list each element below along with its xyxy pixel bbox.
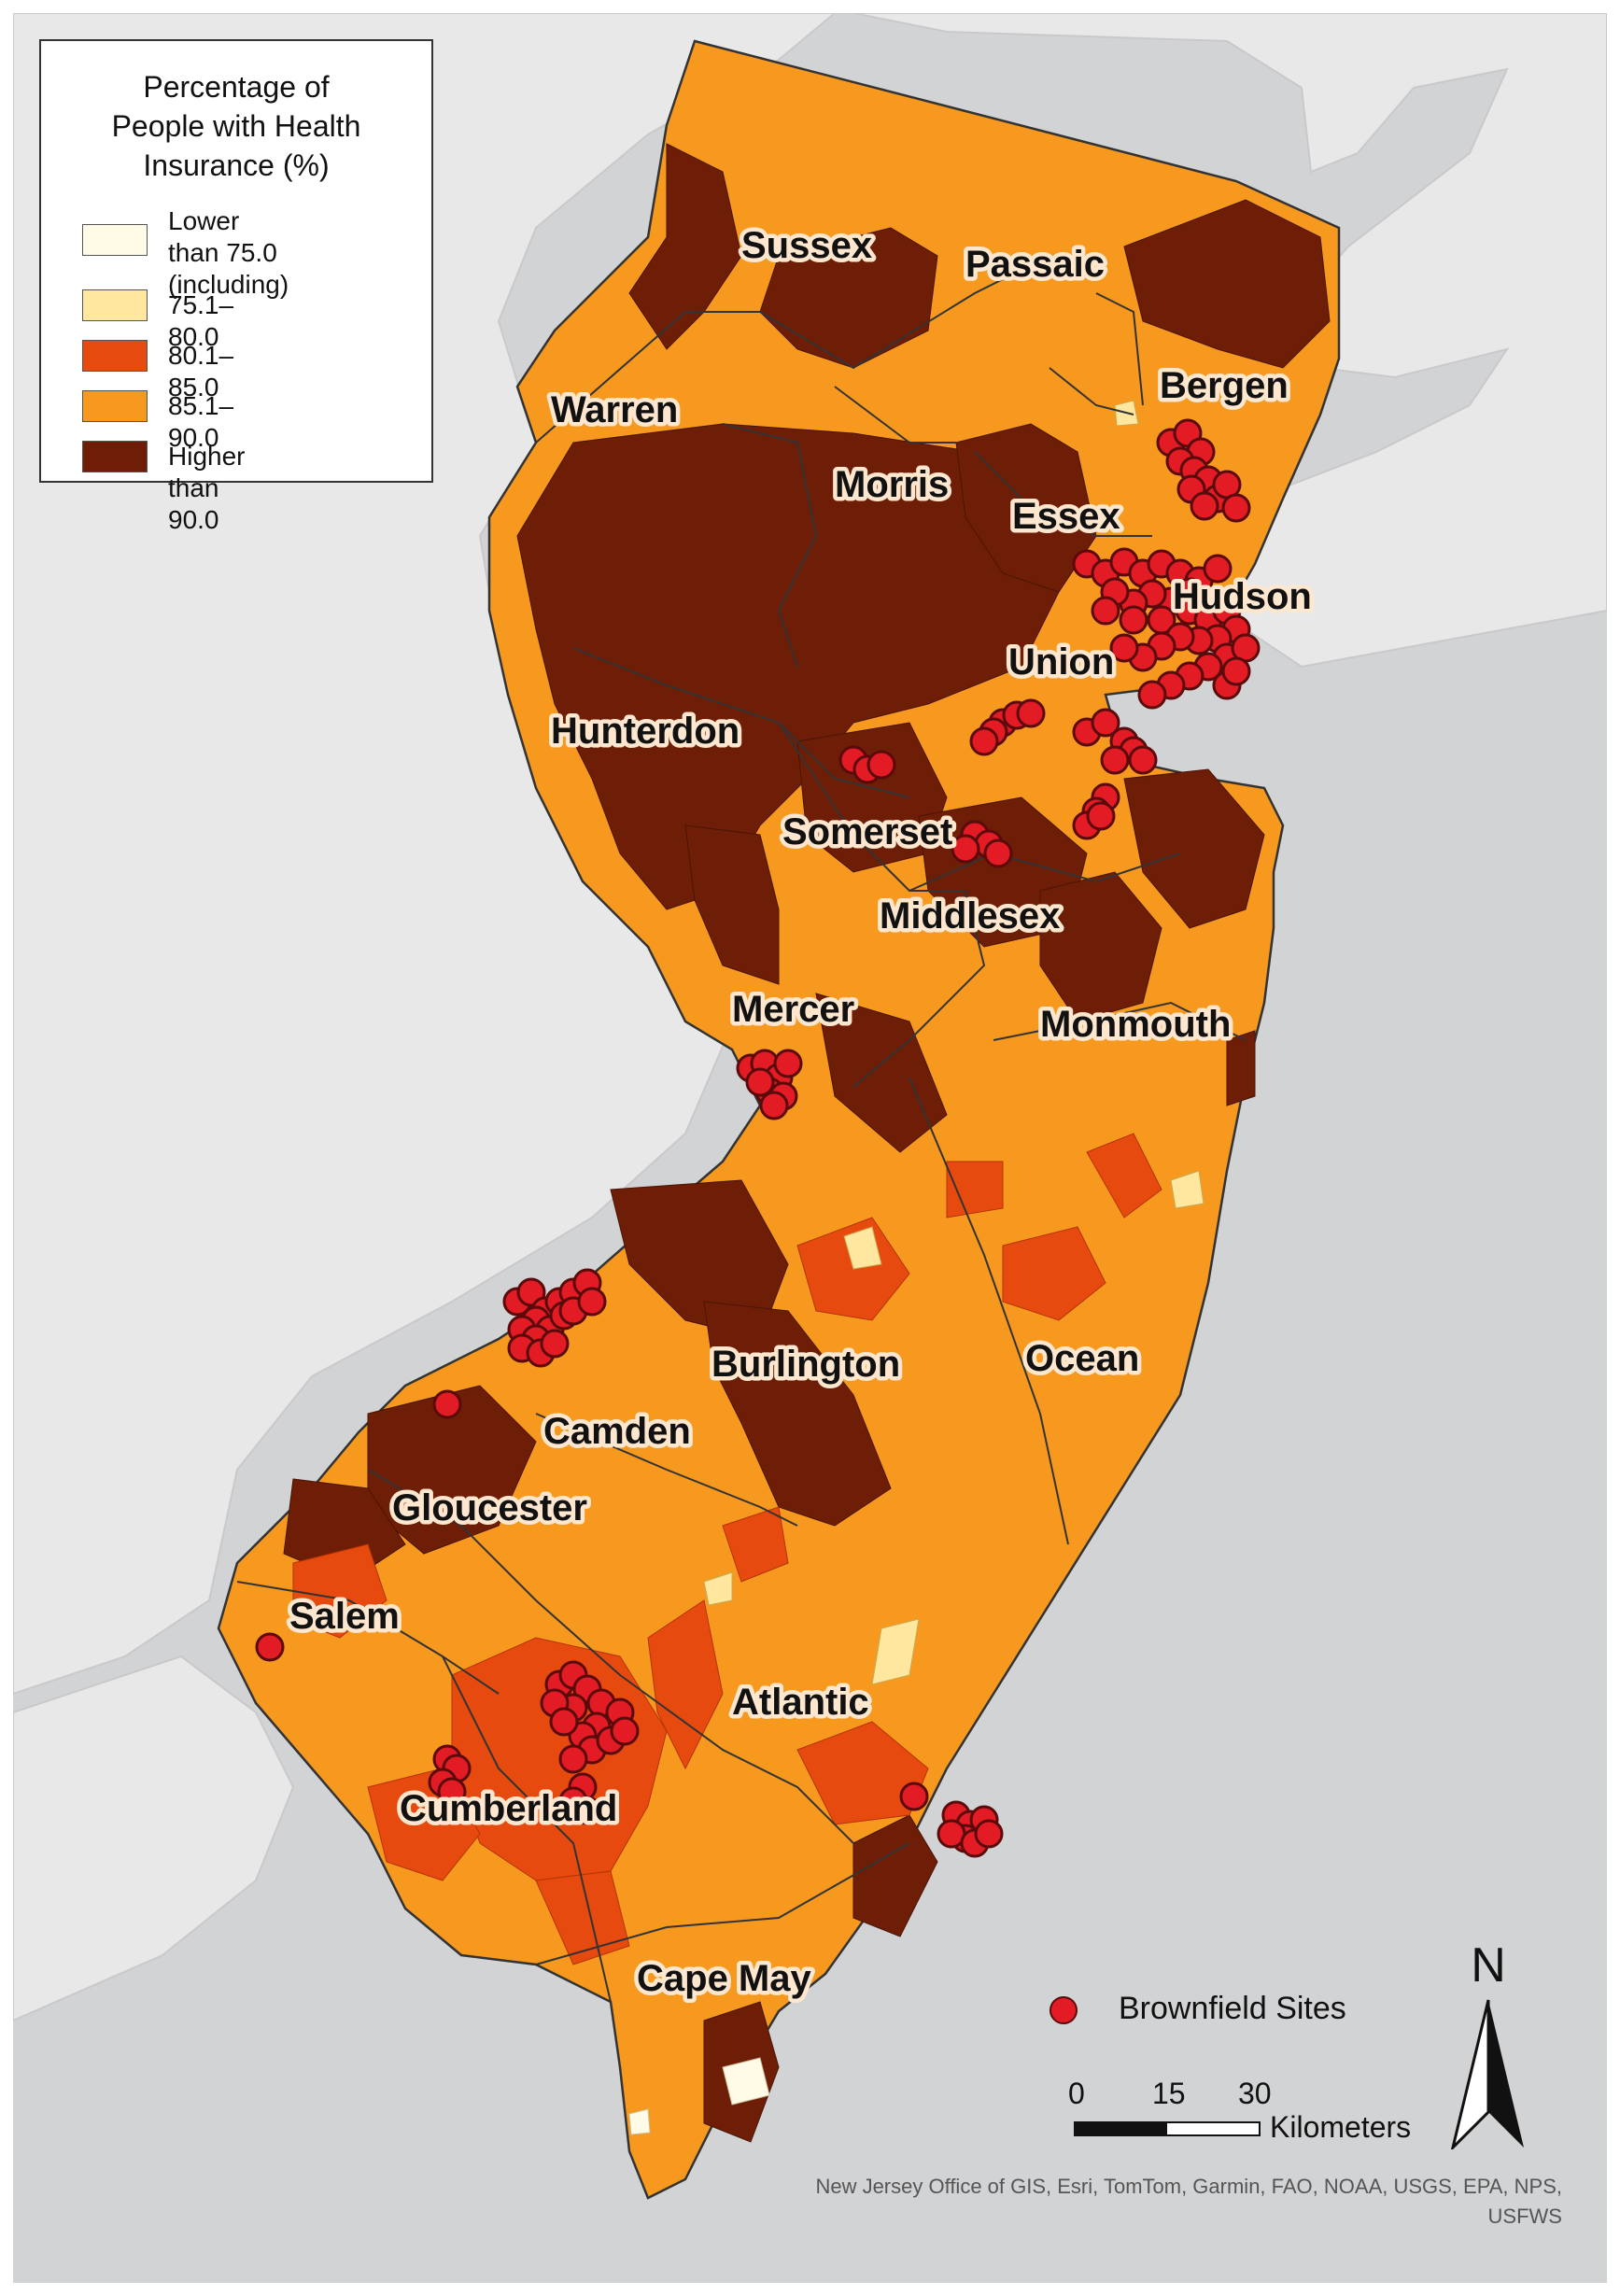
brownfield-site-marker	[983, 838, 1013, 868]
brownfield-site-marker	[1016, 698, 1046, 728]
legend-swatch-80-85	[82, 340, 148, 372]
label-camden: Camden	[543, 1411, 691, 1452]
label-mercer: Mercer	[732, 989, 854, 1030]
brownfield-site-marker	[969, 726, 999, 756]
brownfield-site-marker	[773, 1049, 803, 1078]
label-bergen: Bergen	[1160, 365, 1289, 406]
north-arrow-icon: N	[1450, 1938, 1524, 2149]
legend-swatch-75-80	[82, 289, 148, 321]
brownfield-site-marker	[1119, 605, 1148, 635]
brownfield-site-marker	[1128, 745, 1158, 775]
brownfield-site-marker	[899, 1782, 929, 1811]
label-morris: Morris	[835, 464, 949, 505]
label-cape-may: Cape May	[637, 1958, 811, 1999]
brownfield-site-marker	[1109, 633, 1139, 663]
brownfield-site-marker	[866, 750, 896, 780]
brownfield-site-marker	[1221, 493, 1251, 523]
brownfield-label: Brownfield Sites	[1119, 1991, 1346, 2026]
legend-title: Percentage of People with Health Insuran…	[111, 70, 361, 182]
county-labels: Sussex Passaic Bergen Warren Morris Esse…	[286, 221, 1317, 2004]
new-jersey	[217, 39, 1341, 2200]
brownfield-site-marker	[759, 1091, 789, 1120]
label-hunterdon: Hunterdon	[551, 711, 740, 752]
map-frame: Sussex Passaic Bergen Warren Morris Esse…	[13, 13, 1607, 2283]
legend-label-lt75: Lower than 75.0 (including)	[168, 206, 289, 299]
label-warren: Warren	[551, 389, 678, 430]
label-middlesex: Middlesex	[880, 895, 1060, 937]
brownfield-dot-icon	[1049, 1996, 1078, 2024]
brownfield-site-marker	[549, 1707, 579, 1737]
scale-bar: 0 15 30 Kilometers	[1059, 2077, 1432, 2151]
legend-swatch-gt90	[82, 441, 148, 472]
brownfield-sites	[255, 418, 1261, 1858]
label-burlington: Burlington	[711, 1344, 900, 1385]
brownfield-site-marker	[572, 1796, 602, 1825]
county-boundaries	[236, 255, 1247, 2003]
brownfield-site-marker	[1091, 708, 1120, 738]
brownfield-site-marker	[1221, 656, 1251, 686]
brownfield-site-marker	[951, 834, 980, 864]
legend: Percentage of People with Health Insuran…	[39, 39, 433, 534]
north-label: N	[1471, 1938, 1506, 1993]
label-hudson: Hudson	[1173, 576, 1312, 617]
legend-swatch-lt75	[82, 224, 148, 256]
brownfield-site-marker	[437, 1777, 467, 1807]
brownfield-site-marker	[745, 1067, 775, 1097]
75-to-80-areas	[703, 400, 1204, 1685]
brownfield-site-marker	[1091, 596, 1120, 626]
label-ocean: Ocean	[1025, 1338, 1139, 1379]
label-monmouth: Monmouth	[1040, 1004, 1231, 1045]
label-salem: Salem	[289, 1596, 400, 1637]
label-atlantic: Atlantic	[732, 1682, 869, 1723]
legend-label-85-90: 85.1–90.0	[168, 391, 234, 452]
brownfield-site-marker	[1203, 554, 1233, 584]
label-passaic: Passaic	[965, 244, 1105, 285]
attribution: New Jersey Office of GIS, Esri, TomTom, …	[815, 2175, 1562, 2228]
label-union: Union	[1008, 641, 1114, 683]
label-cumberland: Cumberland	[400, 1788, 617, 1829]
scale-bar-black-segment	[1076, 2123, 1167, 2134]
label-sussex: Sussex	[741, 225, 872, 266]
brownfield-site-marker	[1086, 801, 1116, 831]
label-essex: Essex	[1012, 496, 1120, 537]
scale-tick-15: 15	[1152, 2077, 1186, 2110]
brownfield-site-marker	[540, 1329, 570, 1359]
brownfield-site-marker	[255, 1632, 285, 1662]
brownfield-site-marker	[1137, 680, 1167, 710]
brownfield-site-marker	[558, 1744, 588, 1774]
brownfield-site-marker	[610, 1716, 640, 1746]
higher-than-90-areas	[283, 143, 1331, 2143]
brownfield-site-marker	[974, 1819, 1004, 1849]
lower-than-75-areas	[628, 2057, 770, 2135]
legend-label-80-85: 80.1–85.0	[168, 341, 234, 401]
scale-tick-0: 0	[1068, 2077, 1085, 2110]
brownfield-site-marker	[577, 1287, 607, 1317]
brownfield-site-marker	[1100, 745, 1130, 775]
scale-bar-graphic	[1074, 2121, 1261, 2136]
legend-swatch-85-90	[82, 390, 148, 422]
label-gloucester: Gloucester	[392, 1487, 587, 1528]
legend-label-75-80: 75.1–80.0	[168, 290, 234, 351]
scale-tick-30: 30	[1238, 2077, 1272, 2110]
scale-units: Kilometers	[1270, 2110, 1412, 2144]
label-somerset: Somerset	[782, 811, 952, 852]
brownfield-site-marker	[432, 1389, 462, 1419]
legend-label-gt90: Higher than 90.0	[168, 442, 246, 534]
brownfield-site-marker	[1190, 491, 1219, 521]
